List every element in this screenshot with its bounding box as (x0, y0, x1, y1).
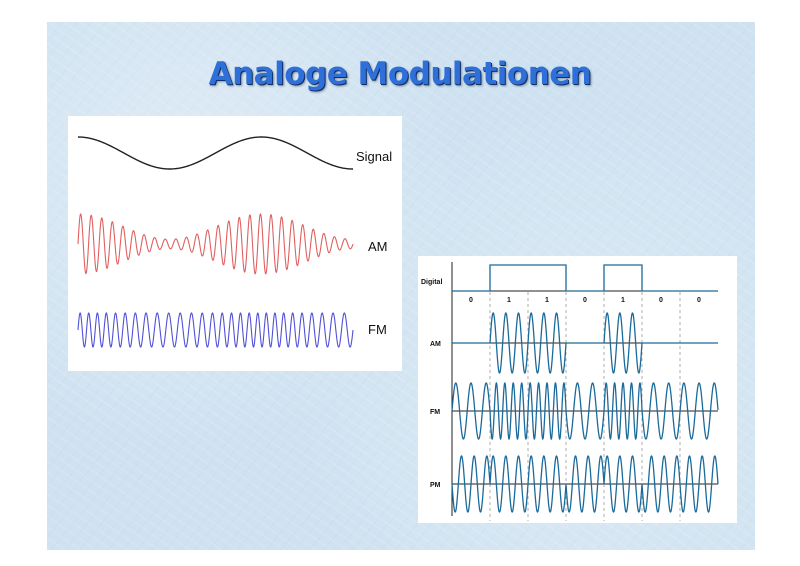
analog-modulation-svg: Signal AM FM (77, 136, 392, 348)
fm-wave (77, 312, 354, 348)
am-wave (77, 213, 354, 275)
bit-label: 0 (469, 297, 473, 304)
bit-label: 1 (545, 297, 549, 304)
bit-label: 1 (621, 297, 625, 304)
signal-label: Signal (356, 149, 392, 164)
analog-modulation-figure: Signal AM FM (68, 116, 402, 371)
am-label: AM (368, 239, 388, 254)
bit-label: 0 (583, 297, 587, 304)
psk-wave (451, 455, 719, 513)
pm-row-label: PM (430, 482, 441, 489)
am-row-label: AM (430, 341, 441, 348)
bit-labels: 0 1 1 0 1 0 0 (469, 297, 701, 304)
bit-label: 1 (507, 297, 511, 304)
signal-wave (78, 136, 353, 170)
digital-wave (452, 264, 718, 292)
bit-label: 0 (659, 297, 663, 304)
digital-modulation-figure: 0 1 1 0 1 0 0 Digital AM FM PM (418, 256, 737, 523)
bit-label: 0 (697, 297, 701, 304)
fm-row-label: FM (430, 409, 440, 416)
ask-wave (452, 312, 718, 374)
fm-label: FM (368, 322, 387, 337)
digital-row-label: Digital (421, 279, 442, 286)
digital-modulation-svg: 0 1 1 0 1 0 0 Digital AM FM PM (421, 262, 719, 521)
fsk-wave (451, 381, 719, 441)
slide-title: Analoge Modulationen (208, 56, 592, 92)
